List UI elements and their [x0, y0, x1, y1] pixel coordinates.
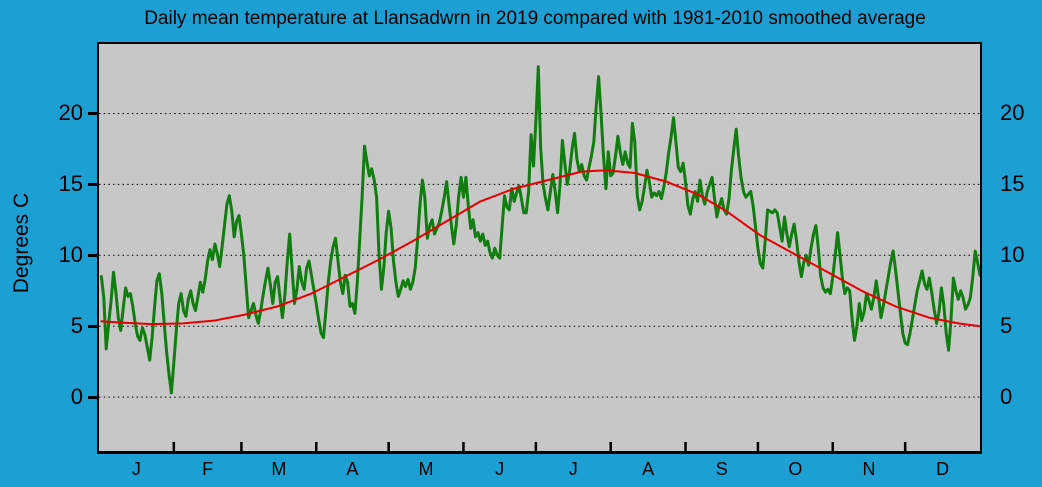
chart-title: Daily mean temperature at Llansadwrn in … [144, 8, 926, 29]
month-tick [831, 442, 835, 451]
month-tick [462, 442, 465, 451]
y-tick-label-left-10: 10 [58, 242, 83, 268]
y-tick-mark-15 [88, 182, 97, 186]
y-tick-label-left-15: 15 [58, 171, 83, 197]
y-tick-mark-10 [88, 253, 97, 257]
month-label-O-10: O [788, 459, 803, 479]
smoothed-average-line [100, 169, 980, 328]
y-axis-label: Degrees C [10, 192, 33, 294]
y-tick-mark-5 [88, 324, 97, 328]
month-label-F-2: F [202, 459, 214, 479]
month-label-D-12: D [936, 459, 950, 479]
month-label-J-6: J [495, 459, 505, 479]
y-tick-label-right-5: 5 [1000, 313, 1013, 339]
y-tick-label-right-10: 10 [1000, 242, 1025, 268]
month-label-N-11: N [862, 459, 876, 479]
month-tick [609, 442, 612, 451]
month-tick [240, 442, 243, 451]
month-tick [314, 442, 318, 451]
y-tick-mark-0 [88, 395, 97, 399]
month-label-J-7: J [568, 459, 578, 479]
month-tick [903, 442, 907, 451]
month-tick [387, 442, 390, 451]
month-label-A-4: A [346, 459, 359, 479]
y-tick-label-left-20: 20 [58, 100, 83, 126]
y-tick-label-left-5: 5 [70, 313, 83, 339]
month-label-M-3: M [271, 459, 287, 479]
y-tick-label-right-0: 0 [1000, 384, 1013, 410]
month-tick [534, 442, 538, 451]
month-tick [172, 442, 176, 451]
y-tick-label-right-15: 15 [1000, 171, 1025, 197]
y-tick-label-left-0: 0 [70, 384, 83, 410]
month-label-J-1: J [131, 459, 141, 479]
month-label-A-8: A [642, 459, 655, 479]
plot-area [97, 42, 982, 454]
month-label-S-9: S [715, 459, 728, 479]
y-tick-label-right-20: 20 [1000, 100, 1025, 126]
month-label-M-5: M [418, 459, 434, 479]
daily-temperature-line [99, 65, 980, 395]
plot-canvas [99, 65, 980, 451]
month-tick [756, 442, 760, 451]
month-tick [684, 442, 687, 451]
y-tick-mark-20 [88, 111, 97, 115]
